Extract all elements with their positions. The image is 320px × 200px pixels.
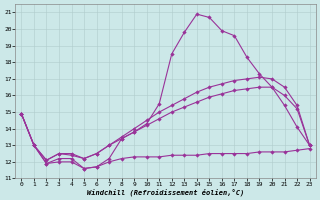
X-axis label: Windchill (Refroidissement éolien,°C): Windchill (Refroidissement éolien,°C) <box>87 188 244 196</box>
